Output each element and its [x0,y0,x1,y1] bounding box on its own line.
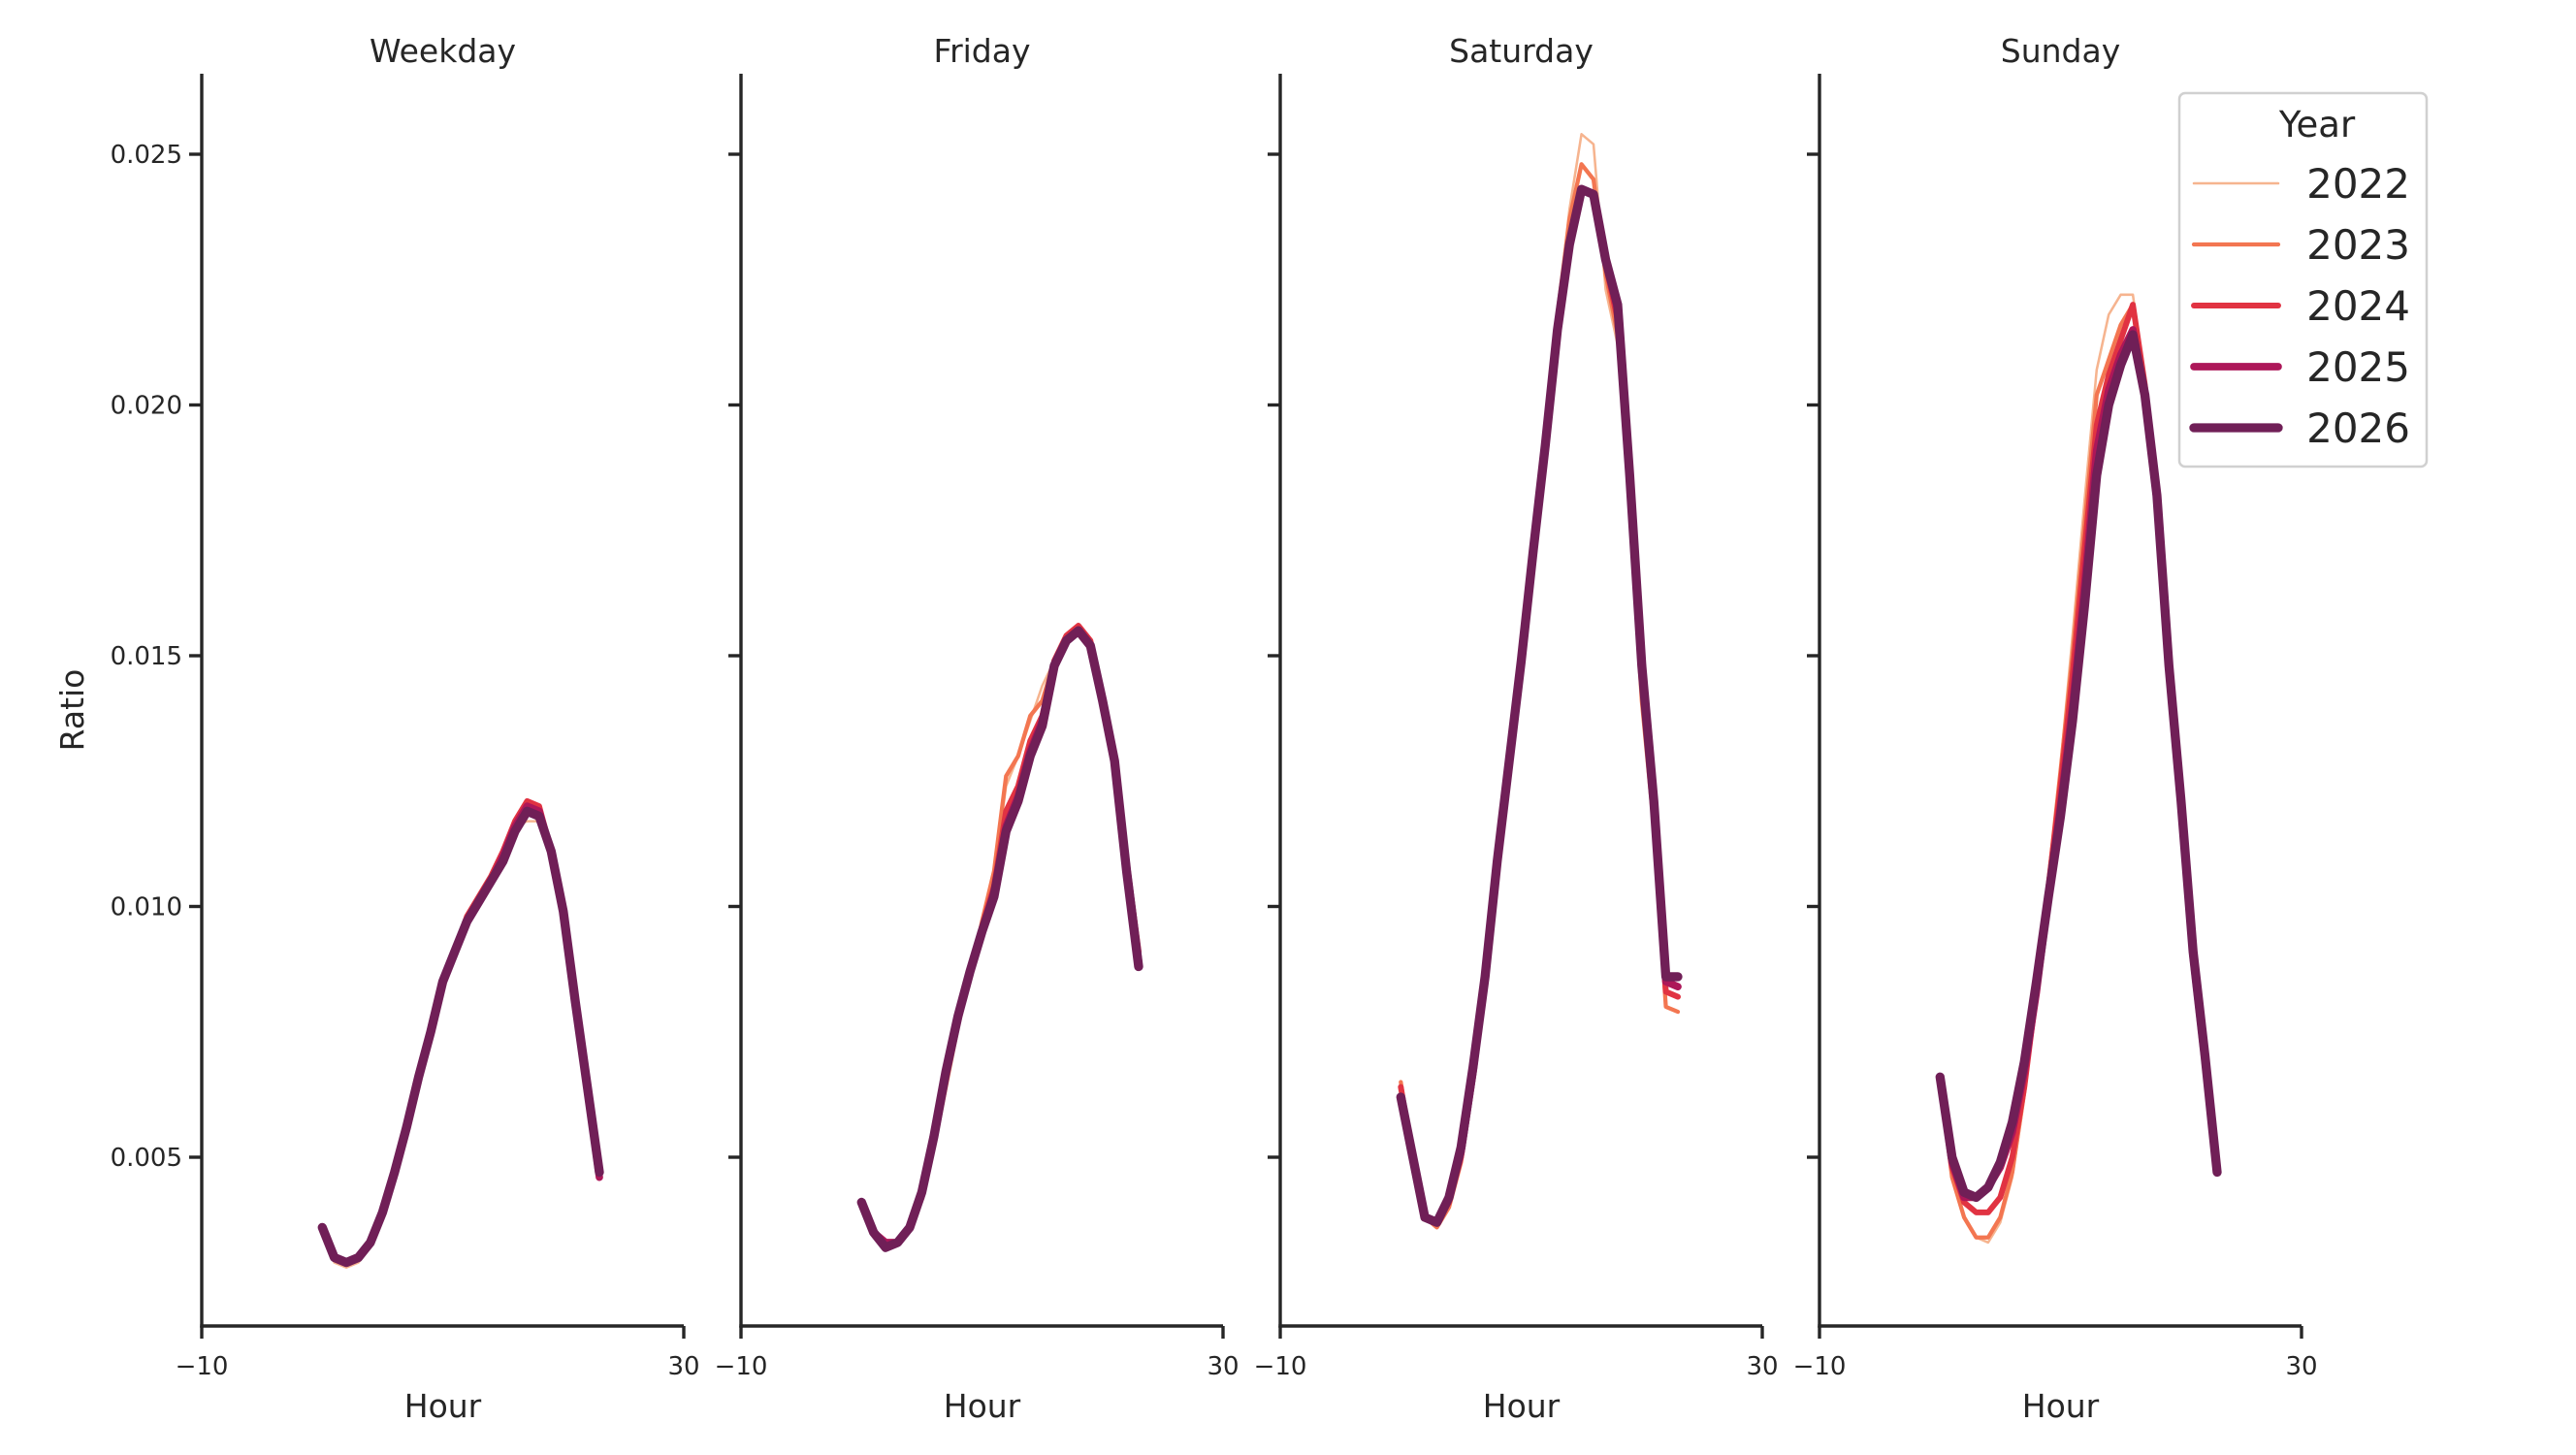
series-line-2026 [1935,330,2222,1203]
x-axis-title: Hour [404,1387,482,1425]
y-tick-label: 0.020 [111,392,182,421]
series-line-2022 [1400,133,1680,1229]
series-line-2025 [1397,185,1682,1227]
y-tick-label: 0.005 [111,1144,182,1173]
y-tick-label: 0.010 [111,893,182,922]
chart-panels: Weekday 0.005 0.010 0.015 0.020 0.025 −10 30 Hou… [111,32,2318,1425]
series-line-2026 [856,626,1143,1252]
y-axis-title: Ratio [53,669,91,752]
y-tick-label: 0.015 [111,642,182,671]
x-axis-title: Hour [944,1387,1021,1425]
series-line-2023 [1399,162,1681,1230]
y-tick-label: 0.025 [111,141,182,170]
x-tick-label: 30 [1746,1352,1778,1381]
x-tick-label: −10 [1254,1352,1307,1381]
panel-friday: Friday −10 30 Hour [715,32,1240,1425]
x-axis-title: Hour [2022,1387,2100,1425]
legend-entry-2026: 2026 [2189,404,2410,452]
legend-entry-2025: 2025 [2190,343,2410,391]
legend-title: Year [2278,104,2356,146]
x-tick-label: 30 [667,1352,699,1381]
legend-label: 2022 [2306,160,2410,208]
panel-title: Friday [933,32,1030,70]
legend-label: 2026 [2306,404,2410,452]
series-line-2024 [1398,186,1681,1226]
legend-entry-2022: 2022 [2192,160,2410,208]
x-tick-label: −10 [1793,1352,1847,1381]
panel-title: Sunday [2001,32,2120,70]
series-line-2022 [860,634,1141,1245]
panel-title: Saturday [1449,32,1594,70]
panel-weekday: Weekday 0.005 0.010 0.015 0.020 0.025 −10 30 Hou… [111,32,700,1425]
panel-title: Weekday [370,32,516,70]
legend-label: 2023 [2306,221,2410,269]
series-line-2026 [317,806,604,1268]
legend-entry-2024: 2024 [2191,282,2410,330]
series-line-2026 [1396,184,1683,1227]
legend: Year 2022 2023 2024 2025 2026 [2177,91,2429,469]
legend-entries: 2022 2023 2024 2025 2026 [2189,160,2410,452]
x-tick-label: 30 [2285,1352,2317,1381]
panel-sunday: Sunday −10 30 Hour [1793,32,2318,1425]
legend-label: 2025 [2306,343,2410,391]
series-line-2025 [857,627,1143,1246]
x-tick-label: −10 [715,1352,768,1381]
legend-label: 2024 [2306,282,2410,330]
x-tick-label: 30 [1207,1352,1239,1381]
x-axis-title: Hour [1483,1387,1561,1425]
panel-saturday: Saturday −10 30 Hour [1254,32,1779,1425]
x-tick-label: −10 [176,1352,229,1381]
series-line-2024 [858,623,1142,1245]
series-line-2023 [859,623,1142,1245]
legend-entry-2023: 2023 [2191,221,2410,269]
legend-box [2177,91,2429,469]
